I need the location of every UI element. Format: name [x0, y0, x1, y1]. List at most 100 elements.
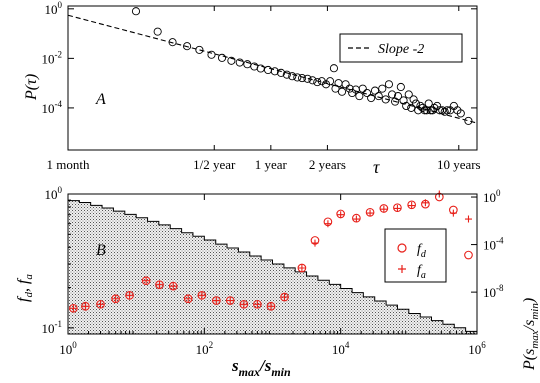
- panel-a-point: [384, 80, 393, 89]
- panel-a-y-axis-title: P(τ): [23, 74, 40, 101]
- panel-a-point: [207, 50, 216, 59]
- panel-a-point: [404, 90, 413, 99]
- panel-a-point: [443, 106, 452, 115]
- panel-a-point: [381, 95, 390, 104]
- panel-b-fa-point: [366, 209, 374, 217]
- panel-a-x-tick-label: 1 month: [47, 157, 90, 172]
- panel-a-point: [345, 84, 354, 93]
- legend-fa-label: fa: [417, 263, 426, 281]
- panel-a-point: [277, 68, 286, 77]
- panel-a: 1 month 1/2 year 1 year 2 years 10 years 100…: [23, 0, 481, 177]
- svg-text:smax/smin: smax/smin: [231, 356, 291, 379]
- panel-a-label: A: [95, 91, 106, 108]
- panel-b-fd-point: [266, 301, 276, 311]
- panel-a-point: [409, 95, 418, 104]
- panel-b-y-axis-title: fd, fa: [15, 274, 35, 302]
- panel-b-fd-point: [183, 294, 193, 304]
- panel-b-histogram: [67, 200, 478, 335]
- panel-b-fa-point: [267, 302, 275, 310]
- panel-b-fa-point: [240, 300, 248, 308]
- panel-a-point: [334, 79, 343, 88]
- panel-a-point: [270, 67, 279, 76]
- panel-b-fa-point: [142, 277, 150, 285]
- panel-a-point: [168, 38, 177, 47]
- panel-a-legend: Slope -2: [339, 33, 463, 63]
- panel-a-point: [298, 74, 307, 83]
- panel-b-fa-point: [97, 300, 105, 308]
- panel-a-point: [433, 101, 442, 111]
- panel-b-fa-point: [212, 297, 220, 305]
- panel-b-fd-point: [211, 296, 221, 305]
- panel-a-point: [217, 53, 227, 62]
- panel-a-point: [370, 86, 380, 95]
- panel-a-point: [430, 103, 439, 112]
- panel-a-point: [464, 116, 473, 125]
- panel-a-x-axis-title: τ: [373, 157, 380, 177]
- panel-b-y2-tick-label: 100: [483, 188, 501, 205]
- panel-a-point: [341, 80, 350, 89]
- panel-a-point: [358, 84, 367, 93]
- panel-a-point: [355, 92, 364, 101]
- panel-a-point: [313, 78, 322, 87]
- panel-a-point: [367, 94, 376, 103]
- panel-b-fa-point: [393, 204, 401, 212]
- panel-a-point: [374, 92, 383, 101]
- panel-b-legend-box: [384, 228, 447, 283]
- panel-b-fd-point: [111, 294, 120, 304]
- panel-a-legend-label: Slope -2: [378, 42, 424, 57]
- panel-b-fa-point: [464, 215, 472, 223]
- legend-fd-label: fd: [417, 242, 427, 260]
- panel-b-y2-tick-label: 10-4: [483, 236, 504, 253]
- panel-a-point: [326, 77, 335, 86]
- panel-b-x-tick-label: 104: [332, 340, 350, 357]
- panel-b-fa-point: [380, 205, 388, 213]
- panel-a-point: [388, 90, 397, 99]
- panel-b-fd-point: [464, 250, 473, 260]
- panel-a-y-tick-label: 100: [45, 0, 63, 17]
- panel-a-point: [399, 96, 408, 105]
- panel-b-fd-point: [125, 290, 134, 300]
- panel-a-point: [227, 56, 236, 65]
- panel-a-point: [195, 45, 204, 54]
- panel-a-point: [329, 64, 338, 73]
- panel-b-label: B: [96, 242, 106, 259]
- panel-a-point: [393, 92, 403, 101]
- panel-a-y-tick-label: 10-2: [42, 49, 63, 66]
- panel-a-point: [402, 101, 411, 111]
- panel-b-x-tick-label: 102: [196, 340, 214, 357]
- panel-b-fa-point: [156, 281, 164, 289]
- svg-text:P(τ): P(τ): [23, 74, 40, 101]
- panel-b-fa-point: [184, 295, 192, 303]
- panel-b-x-axis-title: smax/smin: [231, 356, 291, 379]
- panel-b-fa-point: [421, 199, 429, 207]
- panel-b-fa-point: [311, 239, 319, 247]
- panel-b-fa-point: [298, 264, 306, 272]
- panel-b-fd-point: [239, 299, 249, 309]
- panel-b-fd-point: [297, 263, 307, 273]
- panel-b-x-tick-label: 106: [468, 340, 486, 357]
- panel-b-fd-point: [225, 296, 235, 305]
- panel-a-point: [183, 42, 192, 51]
- panel-b-fa-point: [337, 211, 345, 219]
- panel-b-fa-point: [112, 295, 120, 303]
- panel-b-fd-point: [81, 301, 90, 311]
- legend-fd-marker: [397, 243, 407, 253]
- panel-a-point: [153, 27, 162, 36]
- panel-b-fa-point: [281, 293, 289, 301]
- panel-b-fa-point: [69, 304, 77, 312]
- panel-b-fa-point: [408, 202, 416, 210]
- panel-a-y-tick-label: 10-4: [42, 99, 63, 116]
- panel-b-fa-point: [324, 220, 332, 228]
- panel-a-point: [362, 88, 372, 98]
- panel-b-fa-point: [253, 300, 261, 308]
- panel-a-point: [420, 106, 429, 115]
- panel-a-point: [308, 76, 317, 85]
- panel-a-point: [317, 77, 326, 86]
- panel-b-fd-point: [141, 276, 151, 286]
- panel-a-point: [282, 70, 291, 79]
- panel-b-y-tick-label: 10-1: [42, 319, 63, 336]
- panel-a-point: [440, 107, 449, 116]
- panel-a-point: [256, 64, 265, 73]
- panel-a-point: [438, 106, 447, 115]
